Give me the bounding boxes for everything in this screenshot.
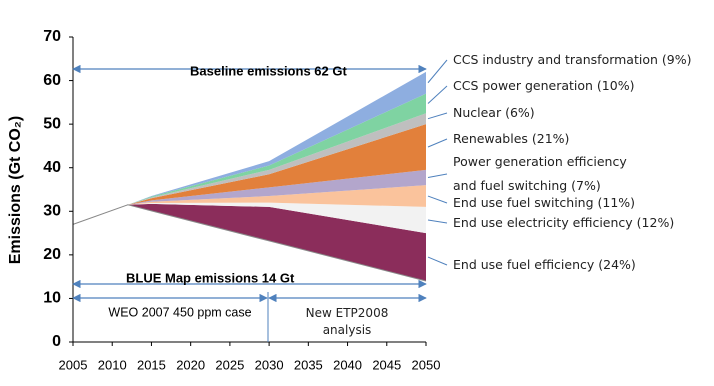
x-tick-label: 2030 — [255, 357, 284, 372]
series-label: CCS power generation (10%) — [453, 78, 635, 93]
leader-line — [427, 85, 448, 104]
x-tick-label: 2010 — [98, 357, 127, 372]
x-tick-label: 2025 — [215, 357, 244, 372]
annotation: WEO 2007 450 ppm case — [108, 305, 251, 319]
leader-line — [427, 112, 448, 120]
x-tick-label: 2020 — [176, 357, 205, 372]
x-tick-label: 2015 — [137, 357, 166, 372]
annotation: BLUE Map emissions 14 Gt — [126, 270, 295, 285]
y-tick-label: 50 — [43, 115, 61, 132]
leader-line — [427, 219, 448, 224]
leader-line — [427, 195, 448, 204]
y-tick-label: 60 — [43, 72, 61, 89]
area — [73, 185, 426, 225]
x-tick-label: 2035 — [294, 357, 323, 372]
leader-line — [427, 59, 448, 84]
leader-line — [427, 138, 448, 148]
leader-line — [427, 256, 448, 266]
x-tick-label: 2005 — [59, 357, 88, 372]
y-tick-label: 0 — [52, 333, 61, 350]
y-tick-label: 70 — [43, 28, 61, 45]
series-label: Power generation efficiency and fuel swi… — [453, 154, 627, 193]
y-tick-label: 30 — [43, 203, 61, 220]
series-label: End use fuel efficiency (24%) — [453, 257, 636, 272]
series-label: End use electricity efficiency (12%) — [453, 215, 675, 230]
y-axis-label: Emissions (Gt CO₂) — [7, 116, 24, 264]
area — [73, 202, 426, 234]
series-label: Renewables (21%) — [453, 131, 570, 146]
x-tick-label: 2040 — [333, 357, 362, 372]
series-label: End use fuel switching (11%) — [453, 195, 636, 210]
series-label: Nuclear (6%) — [453, 105, 535, 120]
x-tick-label: 2045 — [372, 357, 401, 372]
y-tick-label: 40 — [43, 159, 61, 176]
base-line — [72, 204, 427, 282]
y-tick-label: 10 — [43, 290, 61, 307]
area — [73, 124, 426, 225]
area — [73, 169, 426, 225]
leader-line — [427, 173, 448, 179]
area — [73, 203, 426, 281]
series-label: CCS industry and transformation (9%) — [453, 52, 692, 67]
x-tick-label: 2050 — [412, 357, 441, 372]
annotation: Baseline emissions 62 Gt — [190, 63, 347, 78]
annotation: New ETP2008 analysis — [305, 306, 389, 337]
y-tick-label: 20 — [43, 246, 61, 263]
